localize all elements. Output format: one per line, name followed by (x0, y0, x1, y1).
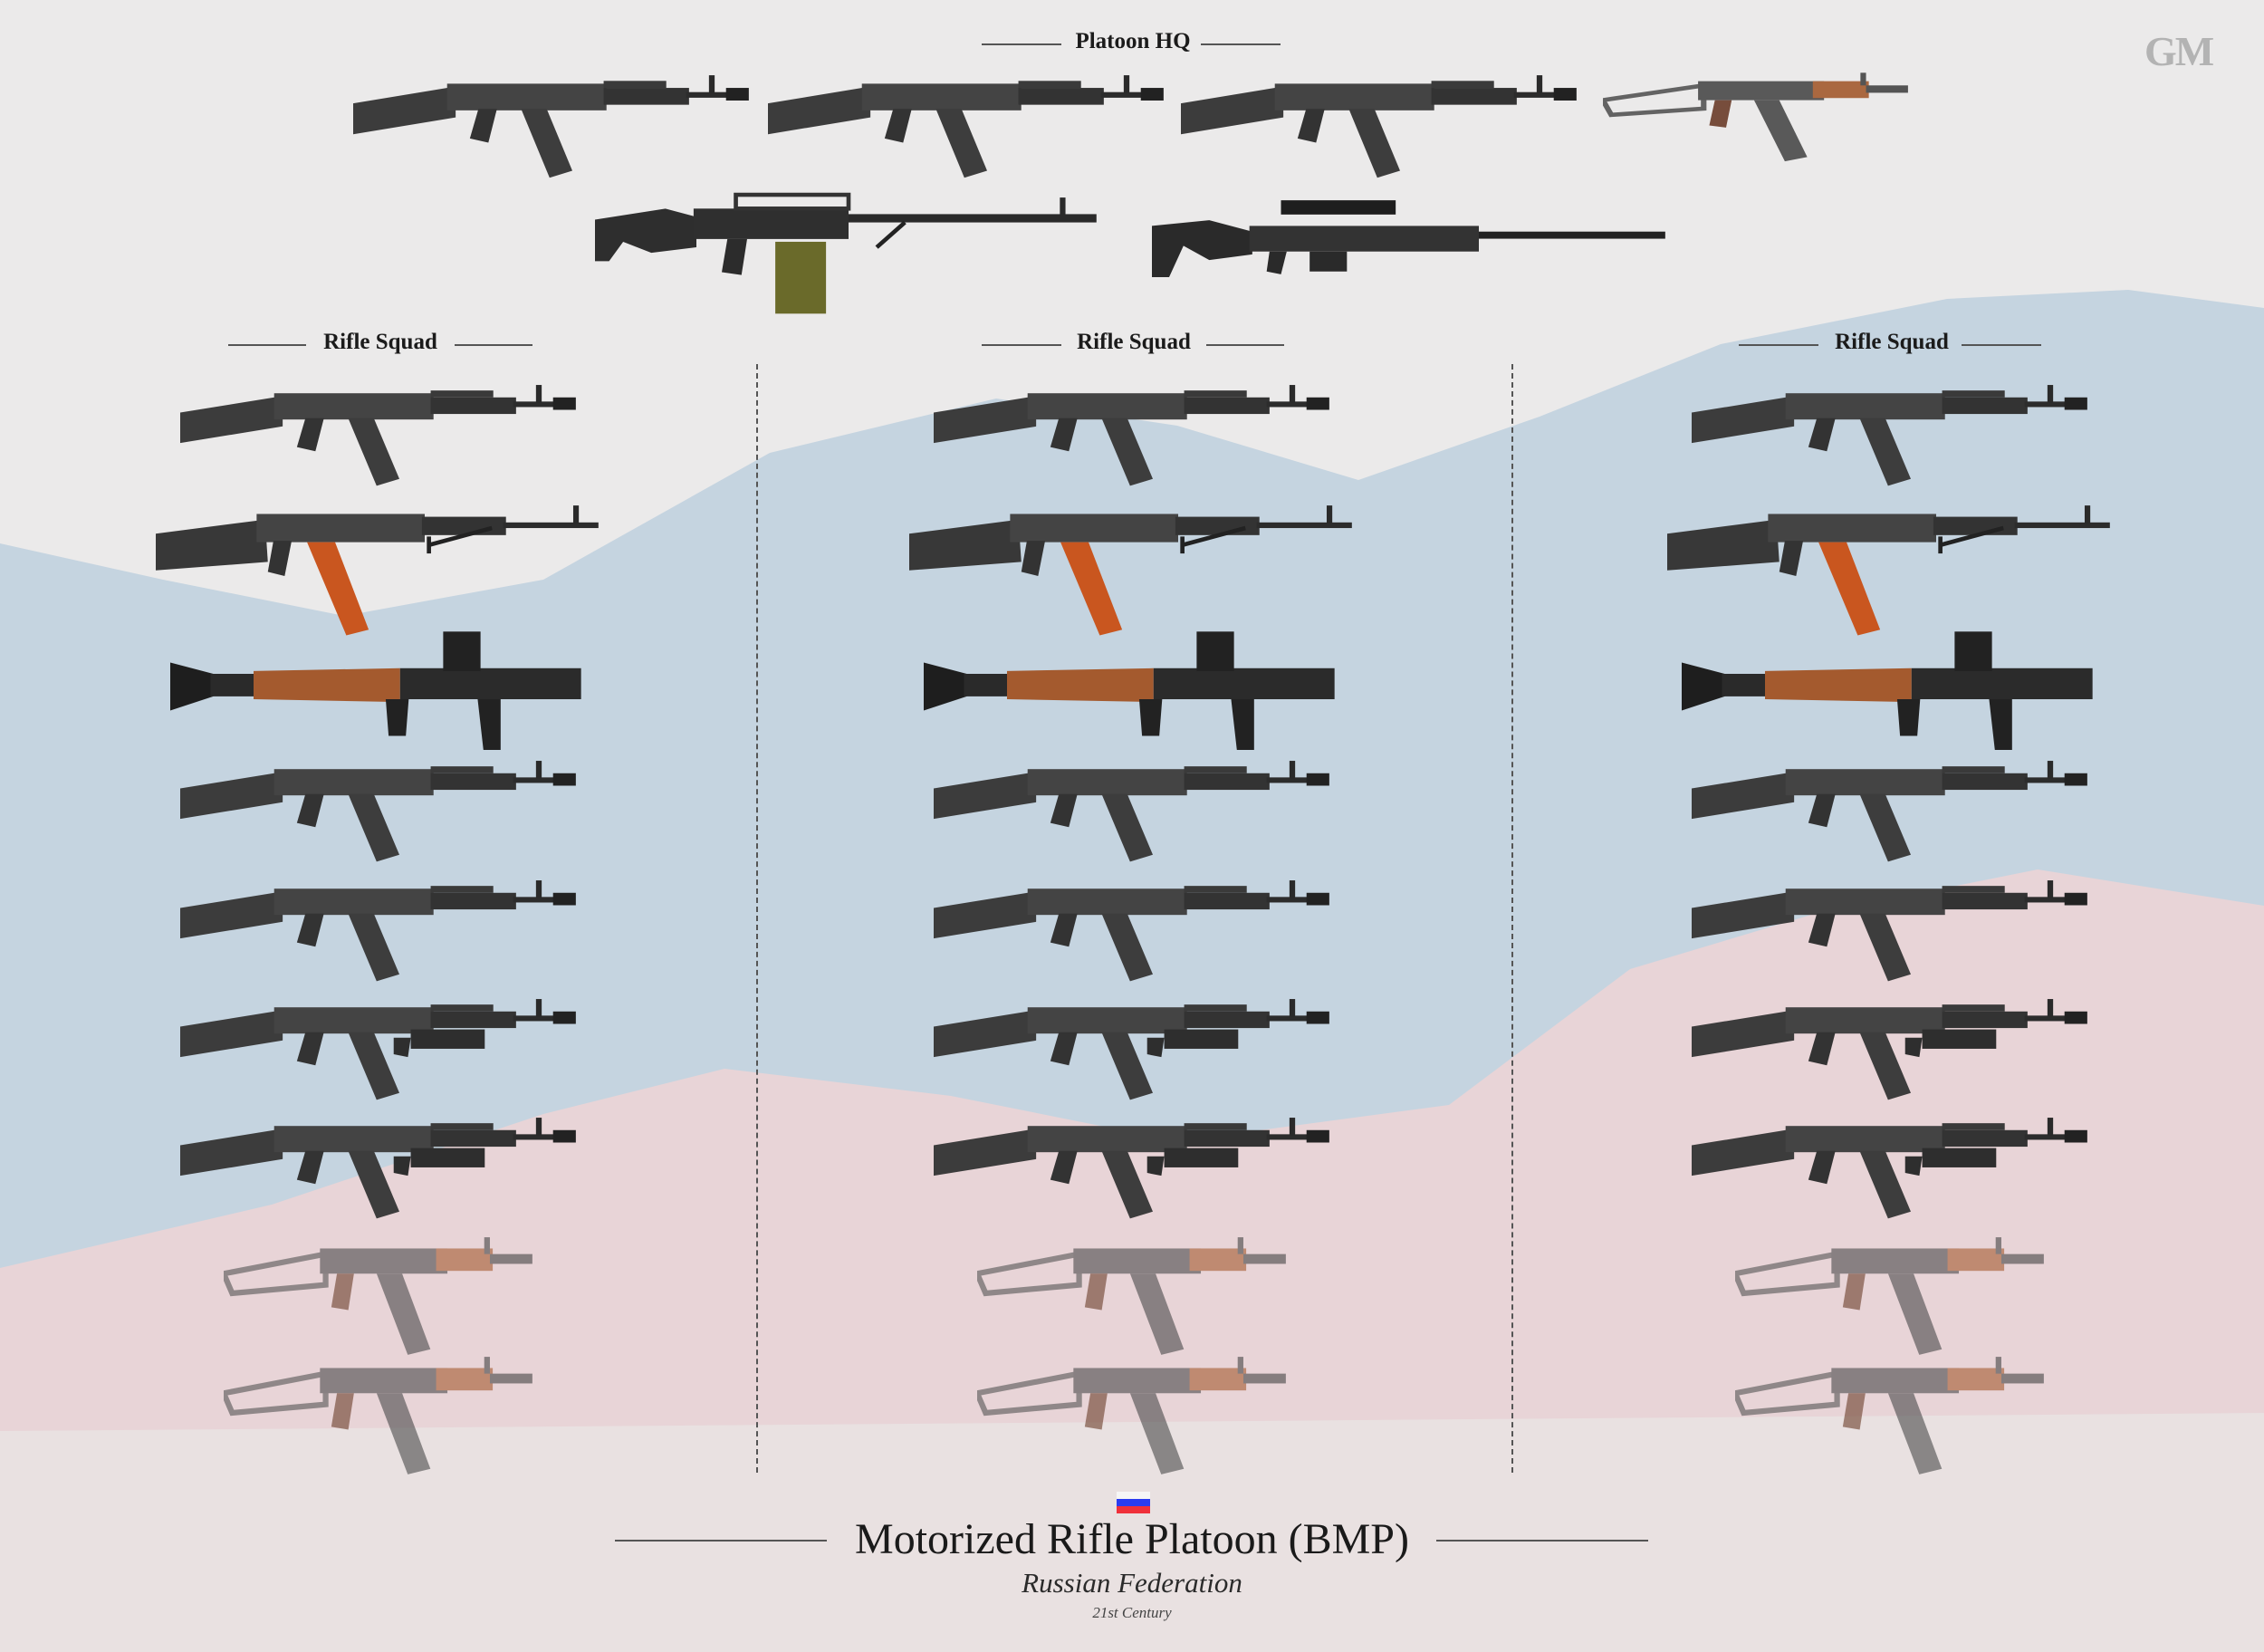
rpk-74-light-machine-gun-icon (909, 503, 1357, 637)
platoon-hq-label: Platoon HQ (1075, 29, 1191, 53)
ak-74m-rifle-icon (180, 758, 579, 869)
squad-3-divider-right (1962, 344, 2041, 346)
gm-logo: GM (2144, 28, 2214, 74)
rpg-7-launcher-icon (1682, 623, 2098, 750)
squad-separator-1 (756, 364, 758, 1473)
aks-74u-carbine-icon (224, 1354, 535, 1508)
hq-divider-right (1201, 43, 1281, 45)
ak-74m-grenade-launcher-icon (1692, 996, 2090, 1107)
ak-74m-rifle-icon (180, 382, 579, 493)
squad-2-divider-right (1206, 344, 1284, 346)
title-divider-right (1436, 1540, 1648, 1542)
ak-74m-rifle-icon (1181, 72, 1579, 185)
ak-74m-rifle-icon (1692, 878, 2090, 988)
squad-3-label: Rifle Squad (1835, 330, 1949, 354)
hq-divider-left (982, 43, 1061, 45)
squad-3-divider-left (1739, 344, 1818, 346)
aks-74u-carbine-icon (1603, 71, 1911, 187)
pkp-machine-gun-icon (595, 192, 1102, 323)
svd-sniper-rifle-icon (1152, 197, 1668, 297)
title-divider-left (615, 1540, 827, 1542)
rpg-7-launcher-icon (170, 623, 587, 750)
ak-74m-rifle-icon (768, 72, 1166, 185)
ak-74m-rifle-icon (353, 72, 752, 185)
ak-74m-grenade-launcher-icon (934, 996, 1332, 1107)
ak-74m-rifle-icon (934, 878, 1332, 988)
ak-74m-rifle-icon (180, 878, 579, 988)
ak-74m-rifle-icon (1692, 382, 2090, 493)
rpk-74-light-machine-gun-icon (156, 503, 604, 637)
squad-1-divider-left (228, 344, 306, 346)
squad-separator-2 (1511, 364, 1513, 1473)
ak-74m-rifle-icon (934, 758, 1332, 869)
squad-2-label: Rifle Squad (1077, 330, 1191, 354)
ak-74m-grenade-launcher-icon (180, 1115, 579, 1225)
ak-74m-grenade-launcher-icon (180, 996, 579, 1107)
ak-74m-rifle-icon (934, 382, 1332, 493)
squad-2-divider-left (982, 344, 1061, 346)
russia-flag-icon (1117, 1492, 1150, 1513)
aks-74u-carbine-icon (1735, 1354, 2047, 1508)
aks-74u-carbine-icon (977, 1354, 1289, 1508)
rpg-7-launcher-icon (924, 623, 1340, 750)
ak-74m-grenade-launcher-icon (934, 1115, 1332, 1225)
squad-1-label: Rifle Squad (323, 330, 437, 354)
squad-1-divider-right (455, 344, 532, 346)
page-title: Motorized Rifle Platoon (BMP) (855, 1515, 1409, 1563)
rpk-74-light-machine-gun-icon (1667, 503, 2115, 637)
page-subtitle: Russian Federation (1022, 1567, 1242, 1599)
ak-74m-grenade-launcher-icon (1692, 1115, 2090, 1225)
era-label: 21st Century (1092, 1604, 1172, 1621)
ak-74m-rifle-icon (1692, 758, 2090, 869)
